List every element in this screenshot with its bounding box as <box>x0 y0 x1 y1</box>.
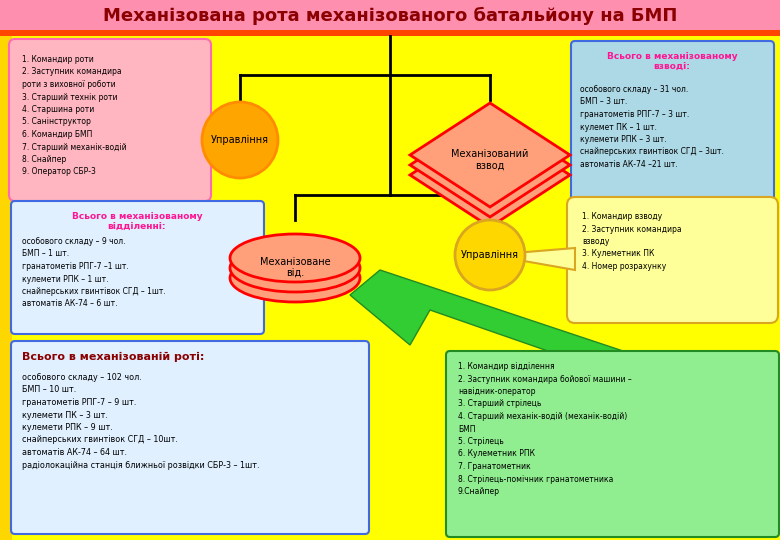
FancyBboxPatch shape <box>11 201 264 334</box>
Text: Управління: Управління <box>211 135 269 145</box>
Text: 1. Командир роти
2. Заступник командира
роти з виховної роботи
3. Старший технік: 1. Командир роти 2. Заступник командира … <box>22 55 126 177</box>
Polygon shape <box>350 270 660 390</box>
Text: Всього в механізованому
відділенні:: Всього в механізованому відділенні: <box>72 212 202 232</box>
Text: Всього в механізованому
взводі:: Всього в механізованому взводі: <box>607 52 737 72</box>
Text: Механізоване
від.: Механізоване від. <box>260 257 330 279</box>
Text: Всього в механізованій роті:: Всього в механізованій роті: <box>22 352 204 362</box>
Polygon shape <box>205 130 240 155</box>
Text: Механізований
взвод: Механізований взвод <box>452 149 529 171</box>
Text: Механізована рота механізованого батальйону на БМП: Механізована рота механізованого батальй… <box>103 7 677 25</box>
Ellipse shape <box>230 254 360 302</box>
Circle shape <box>202 102 278 178</box>
Polygon shape <box>410 113 570 217</box>
FancyBboxPatch shape <box>0 30 780 36</box>
Text: 1. Командир відділення
2. Заступник командира бойової машини –
навідник-оператор: 1. Командир відділення 2. Заступник кома… <box>458 362 632 496</box>
Circle shape <box>455 220 525 290</box>
FancyBboxPatch shape <box>567 197 778 323</box>
Text: Управління: Управління <box>461 250 519 260</box>
Polygon shape <box>410 123 570 227</box>
FancyBboxPatch shape <box>9 39 211 201</box>
Text: 1. Командир взводу
2. Заступник командира
взводу
3. Кулеметник ПК
4. Номер розра: 1. Командир взводу 2. Заступник командир… <box>582 212 682 271</box>
Text: особового складу – 102 чол.
БМП – 10 шт.
гранатометів РПГ-7 – 9 шт.
кулемети ПК : особового складу – 102 чол. БМП – 10 шт.… <box>22 373 260 469</box>
FancyBboxPatch shape <box>446 351 779 537</box>
Text: особового складу – 31 чол.
БМП – 3 шт.
гранатометів РПГ-7 – 3 шт.
кулемет ПК – 1: особового складу – 31 чол. БМП – 3 шт. г… <box>580 85 724 169</box>
Ellipse shape <box>230 244 360 292</box>
Text: особового складу – 9 чол.
БМП – 1 шт.
гранатометів РПГ-7 –1 шт.
кулемети РПК – 1: особового складу – 9 чол. БМП – 1 шт. гр… <box>22 237 165 308</box>
Polygon shape <box>490 248 575 270</box>
FancyBboxPatch shape <box>11 341 369 534</box>
FancyBboxPatch shape <box>0 0 780 30</box>
FancyBboxPatch shape <box>571 41 774 209</box>
FancyBboxPatch shape <box>0 35 12 540</box>
Ellipse shape <box>230 234 360 282</box>
Polygon shape <box>410 103 570 207</box>
